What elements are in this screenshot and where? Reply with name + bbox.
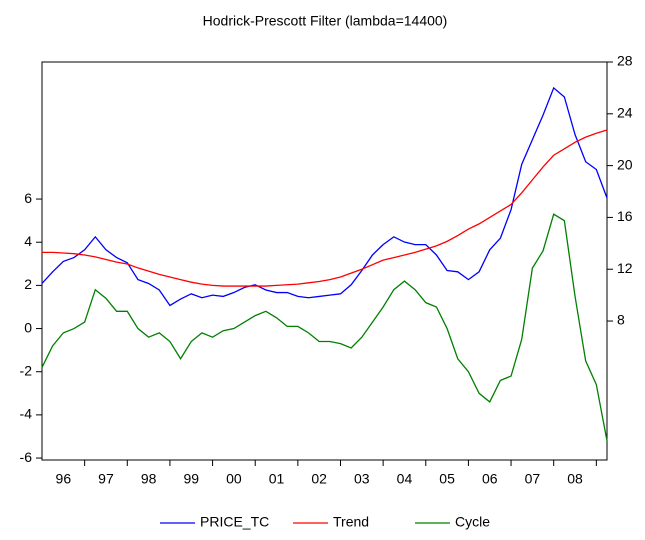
y-tick-label: 2	[24, 276, 32, 292]
x-tick-label: 00	[226, 471, 242, 487]
series-line	[41, 86, 608, 307]
series-line	[41, 213, 608, 441]
x-tick-label: 06	[482, 471, 498, 487]
x-tick-label: 97	[98, 471, 114, 487]
y-tick-label: -4	[20, 406, 33, 422]
plot-frame	[41, 61, 608, 461]
x-tick-label: 03	[354, 471, 370, 487]
y2-tick-label: 28	[617, 53, 633, 69]
y2-tick-label: 20	[617, 156, 633, 172]
x-tick-label: 96	[56, 471, 72, 487]
y-tick-label: 6	[24, 190, 32, 206]
y-tick-label: 4	[24, 233, 32, 249]
x-tick-label: 02	[311, 471, 327, 487]
x-tick-label: 07	[525, 471, 541, 487]
y2-tick-label: 12	[617, 260, 633, 276]
series-line	[42, 129, 608, 287]
x-tick-label: 08	[567, 471, 583, 487]
y2-tick-label: 24	[617, 105, 633, 121]
y2-tick-label: 16	[617, 208, 633, 224]
legend-label: Cycle	[455, 514, 490, 530]
legend-label: Trend	[333, 514, 369, 530]
x-tick-label: 04	[397, 471, 413, 487]
y2-tick-label: 8	[617, 312, 625, 328]
legend-label: PRICE_TC	[200, 514, 269, 530]
y-tick-label: -6	[20, 449, 33, 465]
x-tick-label: 98	[141, 471, 157, 487]
x-tick-label: 05	[439, 471, 455, 487]
chart-title: Hodrick-Prescott Filter (lambda=14400)	[203, 13, 448, 29]
x-tick-label: 01	[269, 471, 285, 487]
y-tick-label: 0	[24, 319, 32, 335]
x-tick-label: 99	[183, 471, 199, 487]
y-tick-label: -2	[20, 362, 33, 378]
